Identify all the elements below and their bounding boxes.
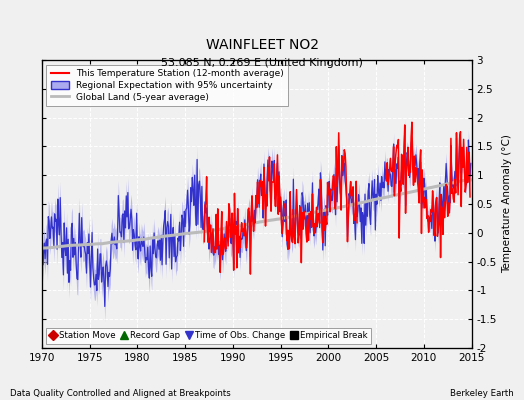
- Text: Berkeley Earth: Berkeley Earth: [450, 389, 514, 398]
- Legend: Station Move, Record Gap, Time of Obs. Change, Empirical Break: Station Move, Record Gap, Time of Obs. C…: [46, 328, 371, 344]
- Text: 53.085 N, 0.269 E (United Kingdom): 53.085 N, 0.269 E (United Kingdom): [161, 58, 363, 68]
- Text: Data Quality Controlled and Aligned at Breakpoints: Data Quality Controlled and Aligned at B…: [10, 389, 231, 398]
- Y-axis label: Temperature Anomaly (°C): Temperature Anomaly (°C): [503, 134, 512, 274]
- Text: WAINFLEET NO2: WAINFLEET NO2: [205, 38, 319, 52]
